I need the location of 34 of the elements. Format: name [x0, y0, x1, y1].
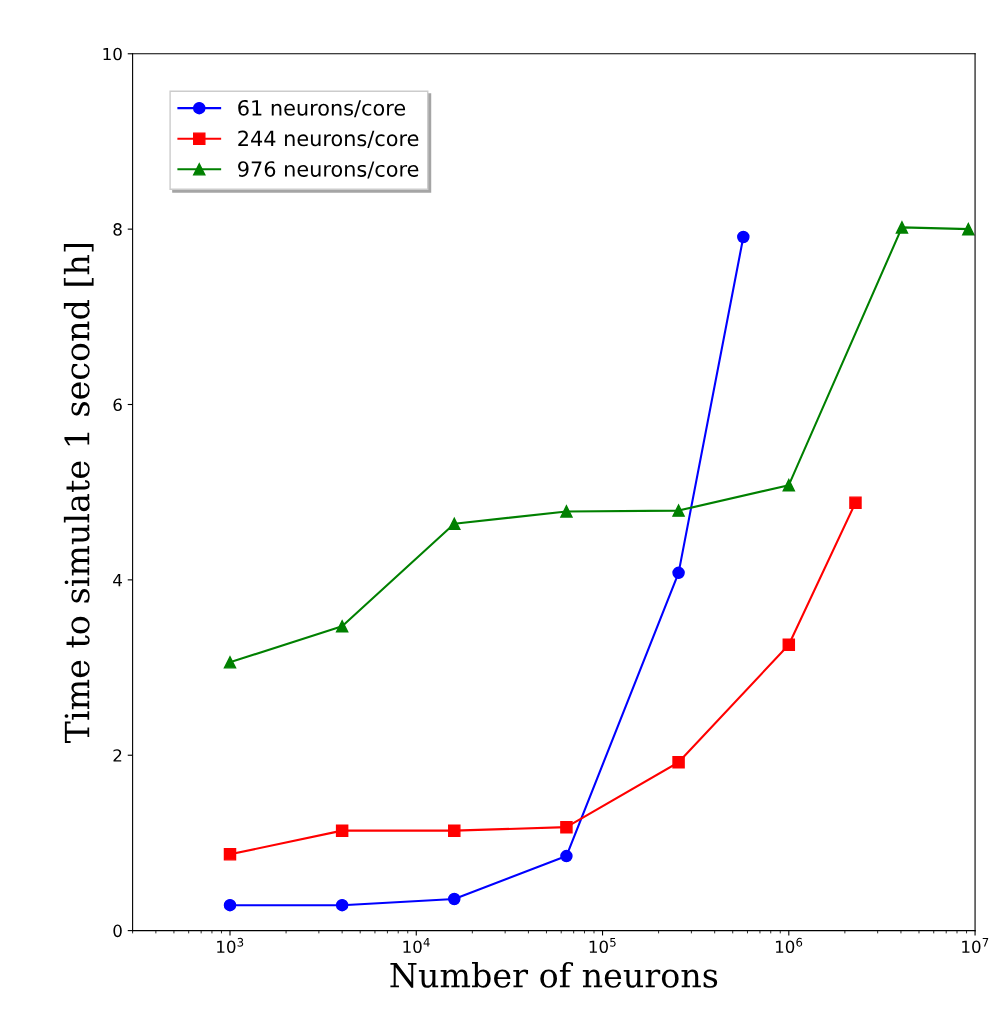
y-tick-label: 6 [113, 398, 122, 412]
point [672, 504, 685, 517]
point [782, 478, 796, 492]
x-tick-label: 10$^{5}$ [589, 937, 616, 954]
point [895, 221, 909, 234]
point [448, 892, 461, 906]
point [335, 898, 349, 912]
point [335, 824, 349, 837]
point [223, 898, 237, 912]
legend-label: 244 neurons/core [238, 130, 419, 148]
point [672, 566, 685, 580]
point [782, 638, 796, 652]
point [448, 517, 461, 531]
x-tick-label: 10$^{4}$ [403, 937, 430, 954]
point [672, 755, 685, 769]
point [223, 656, 237, 669]
y-tick-label: 4 [113, 574, 122, 587]
legend-label: 61 neurons/core [238, 99, 406, 118]
y-tick-label: 2 [113, 749, 122, 762]
point [335, 620, 349, 633]
point [560, 849, 573, 863]
y-tick-label: 0 [113, 924, 122, 938]
x-tick-label: 10$^{6}$ [775, 937, 803, 954]
x-tick-label: 10$^{3}$ [217, 937, 244, 954]
point [448, 824, 461, 837]
y-axis-title: Time to simulate 1 second [h] [63, 243, 94, 743]
y-tick-label: 8 [113, 223, 122, 236]
point [560, 505, 573, 518]
point [223, 848, 237, 861]
y-tick-label: 10 [103, 47, 122, 61]
point [560, 820, 573, 834]
x-axis-title: Number of neurons [390, 962, 718, 988]
x-tick-label: 10$^{7}$ [962, 937, 989, 954]
legend-label: 976 neurons/core [238, 161, 419, 179]
